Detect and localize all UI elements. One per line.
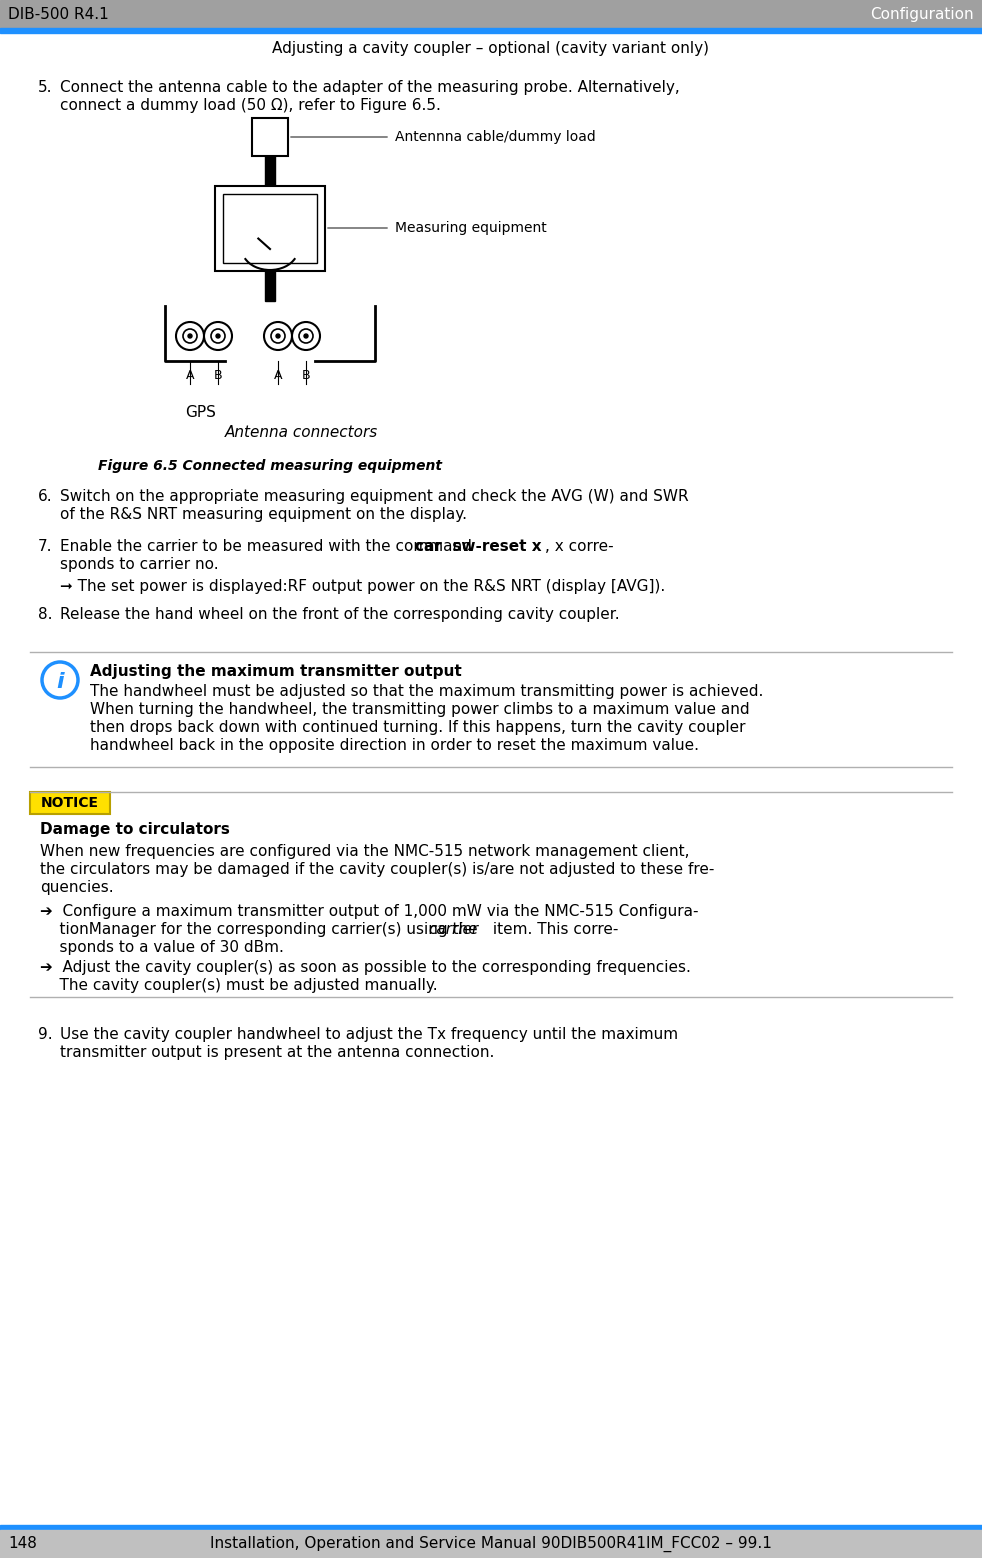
Text: B: B — [214, 369, 222, 382]
Text: When turning the handwheel, the transmitting power climbs to a maximum value and: When turning the handwheel, the transmit… — [90, 703, 749, 717]
Text: DIB-500 R4.1: DIB-500 R4.1 — [8, 6, 109, 22]
Text: of the R&S NRT measuring equipment on the display.: of the R&S NRT measuring equipment on th… — [60, 506, 467, 522]
Text: Configuration: Configuration — [870, 6, 974, 22]
Text: 148: 148 — [8, 1536, 37, 1552]
Circle shape — [299, 329, 313, 343]
Text: transmitter output is present at the antenna connection.: transmitter output is present at the ant… — [60, 1045, 494, 1059]
Bar — [252, 118, 288, 156]
Text: ➔  Adjust the cavity coupler(s) as soon as possible to the corresponding frequen: ➔ Adjust the cavity coupler(s) as soon a… — [40, 960, 691, 975]
Circle shape — [304, 333, 308, 338]
Circle shape — [292, 323, 320, 351]
Bar — [265, 156, 275, 185]
Text: 8.: 8. — [38, 608, 52, 622]
Text: Release the hand wheel on the front of the corresponding cavity coupler.: Release the hand wheel on the front of t… — [60, 608, 620, 622]
Bar — [0, 1525, 982, 1530]
Text: Enable the carrier to be measured with the command: Enable the carrier to be measured with t… — [60, 539, 476, 555]
Text: Adjusting a cavity coupler – optional (cavity variant only): Adjusting a cavity coupler – optional (c… — [272, 41, 710, 56]
Text: When new frequencies are configured via the NMC-515 network management client,: When new frequencies are configured via … — [40, 844, 689, 858]
Circle shape — [204, 323, 232, 351]
Circle shape — [211, 329, 225, 343]
Text: Adjusting the maximum transmitter output: Adjusting the maximum transmitter output — [90, 664, 462, 679]
Bar — [0, 1530, 982, 1558]
Text: 9.: 9. — [38, 1027, 53, 1042]
Text: Antenna connectors: Antenna connectors — [225, 425, 378, 439]
Circle shape — [271, 329, 285, 343]
Bar — [223, 195, 317, 263]
Circle shape — [176, 323, 204, 351]
Text: The cavity coupler(s) must be adjusted manually.: The cavity coupler(s) must be adjusted m… — [40, 978, 438, 992]
Circle shape — [216, 333, 220, 338]
Bar — [215, 185, 325, 271]
Text: the circulators may be damaged if the cavity coupler(s) is/are not adjusted to t: the circulators may be damaged if the ca… — [40, 862, 714, 877]
Circle shape — [188, 333, 192, 338]
Text: Installation, Operation and Service Manual 90DIB500R41IM_FCC02 – 99.1: Installation, Operation and Service Manu… — [210, 1536, 772, 1552]
Text: Switch on the appropriate measuring equipment and check the AVG (W) and SWR: Switch on the appropriate measuring equi… — [60, 489, 688, 503]
Bar — [30, 791, 110, 813]
Text: ➞ The set power is displayed:RF output power on the R&S NRT (display [AVG]).: ➞ The set power is displayed:RF output p… — [60, 580, 665, 594]
Text: A: A — [274, 369, 282, 382]
Text: tionManager for the corresponding carrier(s) using the: tionManager for the corresponding carrie… — [40, 922, 482, 936]
Text: B: B — [301, 369, 310, 382]
Text: GPS: GPS — [185, 405, 216, 421]
Text: carrier: carrier — [428, 922, 478, 936]
Bar — [265, 271, 275, 301]
Text: 7.: 7. — [38, 539, 52, 555]
Text: Connect the antenna cable to the adapter of the measuring probe. Alternatively,: Connect the antenna cable to the adapter… — [60, 79, 680, 95]
Text: connect a dummy load (50 Ω), refer to Figure 6.5.: connect a dummy load (50 Ω), refer to Fi… — [60, 98, 441, 114]
Text: Antennna cable/dummy load: Antennna cable/dummy load — [395, 129, 596, 143]
Circle shape — [264, 323, 292, 351]
Text: handwheel back in the opposite direction in order to reset the maximum value.: handwheel back in the opposite direction… — [90, 738, 699, 753]
Text: A: A — [186, 369, 194, 382]
Text: Use the cavity coupler handwheel to adjust the Tx frequency until the maximum: Use the cavity coupler handwheel to adju… — [60, 1027, 679, 1042]
Circle shape — [276, 333, 280, 338]
Text: i: i — [56, 671, 64, 692]
Text: sponds to carrier no.: sponds to carrier no. — [60, 558, 219, 572]
Text: car  sw-reset x: car sw-reset x — [415, 539, 542, 555]
Circle shape — [183, 329, 197, 343]
Text: 5.: 5. — [38, 79, 52, 95]
Bar — [0, 28, 982, 33]
Circle shape — [42, 662, 78, 698]
Text: Measuring equipment: Measuring equipment — [395, 221, 547, 235]
Text: quencies.: quencies. — [40, 880, 114, 894]
Text: ➔  Configure a maximum transmitter output of 1,000 mW via the NMC-515 Configura-: ➔ Configure a maximum transmitter output… — [40, 904, 698, 919]
Text: Damage to circulators: Damage to circulators — [40, 823, 230, 837]
Text: 6.: 6. — [38, 489, 53, 503]
Text: , x corre-: , x corre- — [545, 539, 614, 555]
Text: sponds to a value of 30 dBm.: sponds to a value of 30 dBm. — [40, 939, 284, 955]
Text: item. This corre-: item. This corre- — [488, 922, 619, 936]
Text: The handwheel must be adjusted so that the maximum transmitting power is achieve: The handwheel must be adjusted so that t… — [90, 684, 763, 700]
Text: then drops back down with continued turning. If this happens, turn the cavity co: then drops back down with continued turn… — [90, 720, 745, 735]
Text: NOTICE: NOTICE — [41, 796, 99, 810]
Text: Figure 6.5 Connected measuring equipment: Figure 6.5 Connected measuring equipment — [98, 460, 442, 474]
Bar — [0, 0, 982, 28]
